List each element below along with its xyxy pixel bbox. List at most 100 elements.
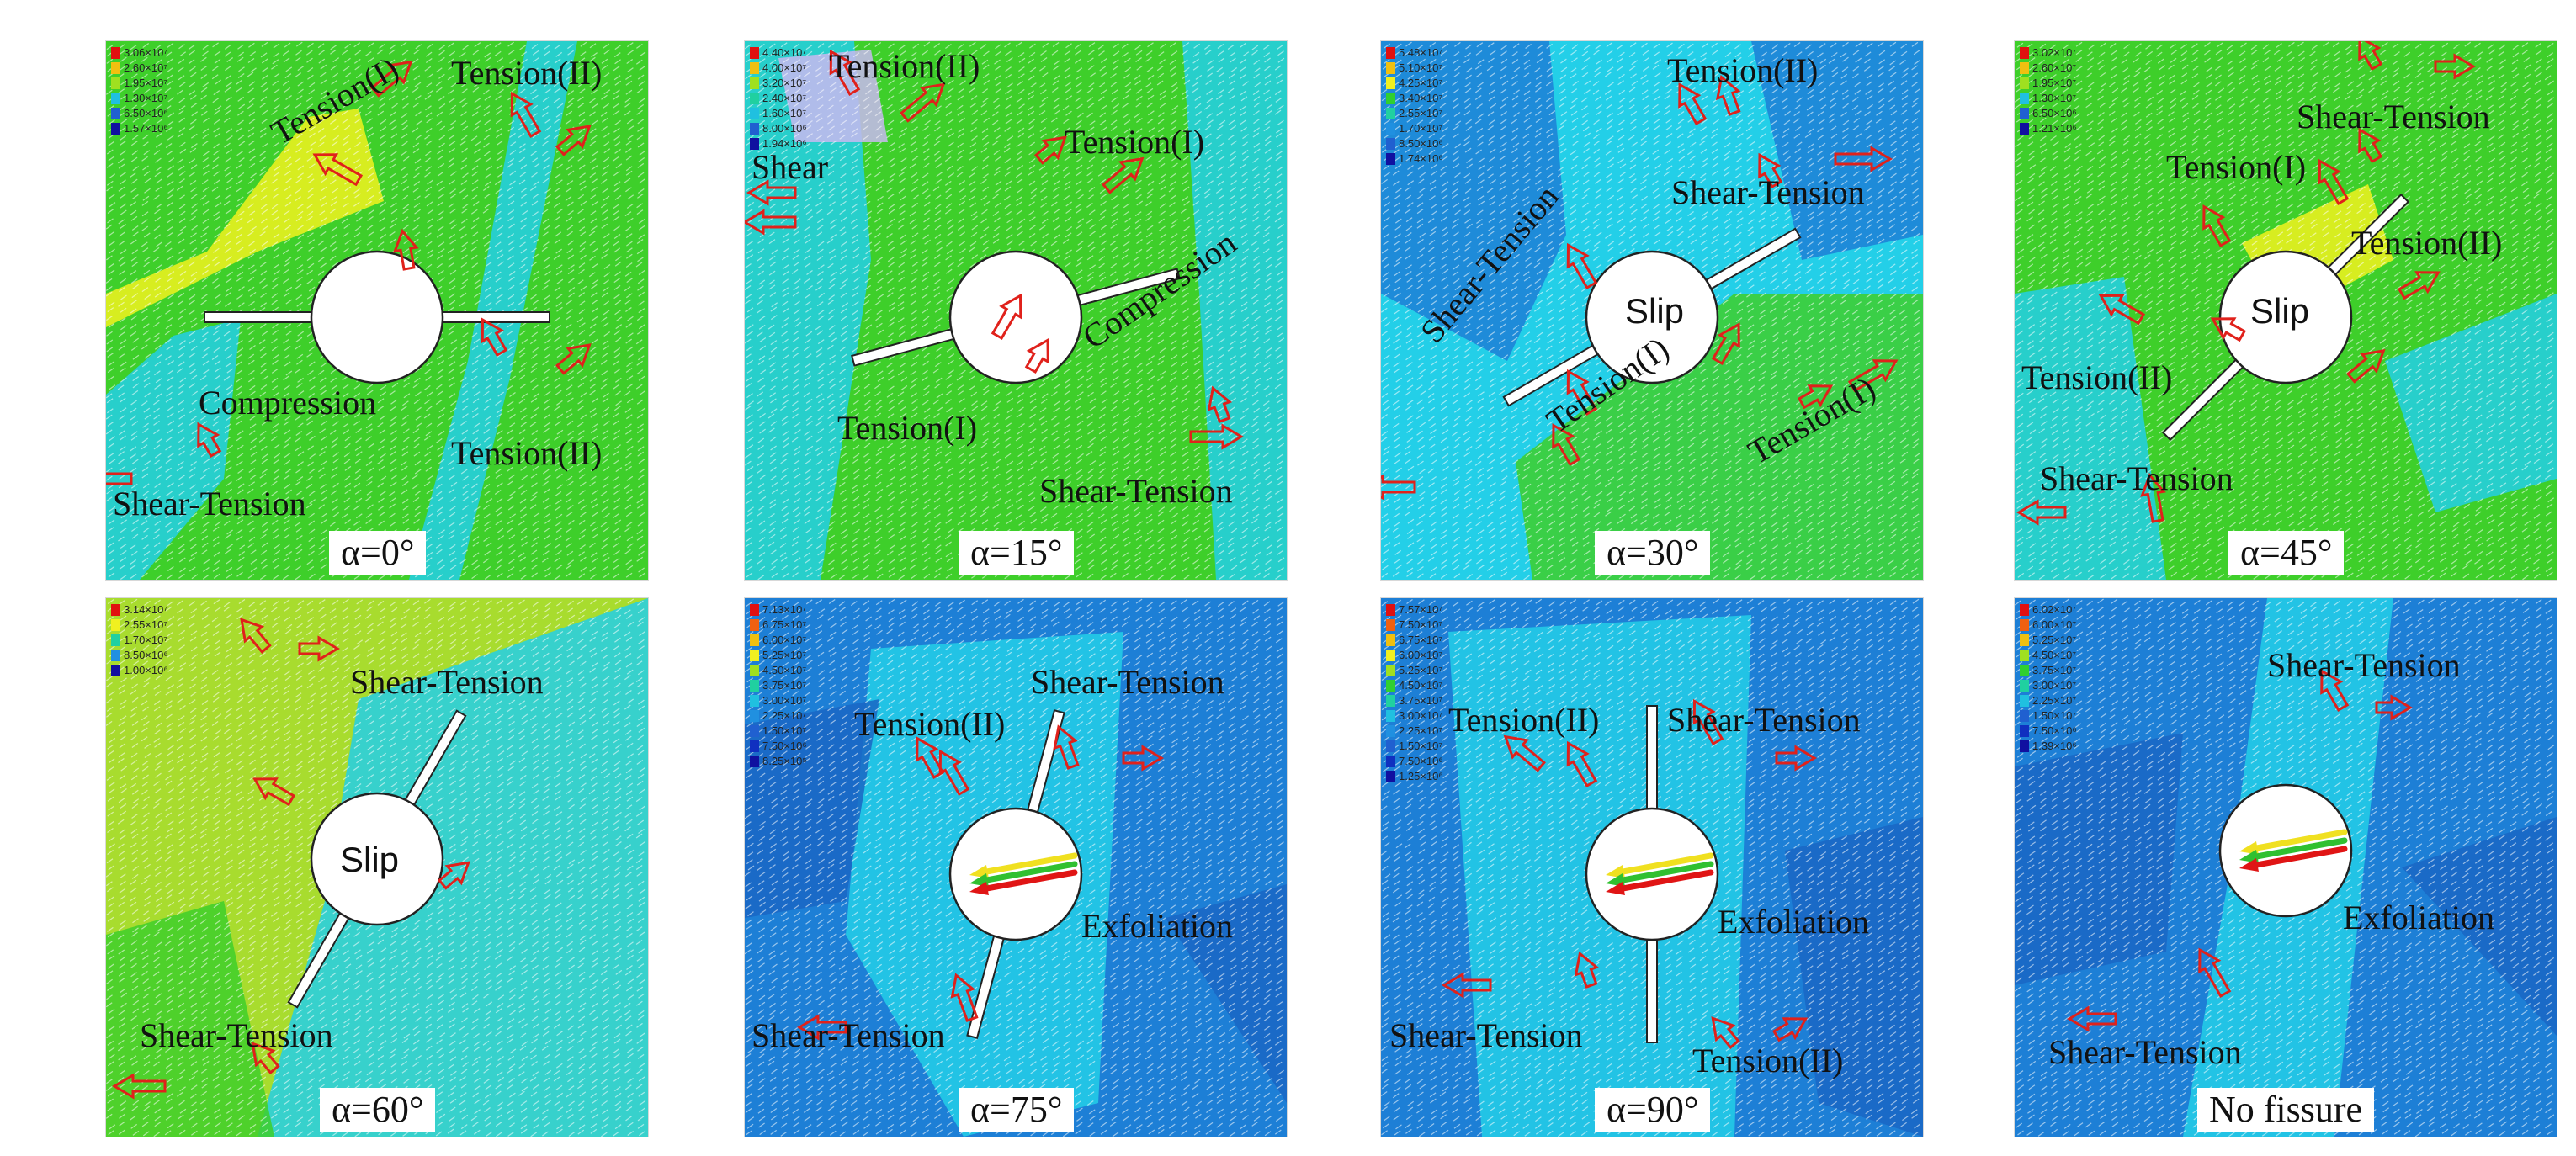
legend-entry: 5.48×10⁷ [1386,46,1443,60]
mechanism-label: Exfoliation [1718,903,1869,941]
legend-entry: 1.39×10⁶ [2020,740,2077,753]
legend-swatch [1386,740,1395,752]
legend-entry: 1.60×10⁷ [750,107,807,120]
stress-direction-arrow [950,973,979,1022]
stress-field-panel-p5: 7.13×10⁷ 6.75×10⁷ 6.00×10⁷ 5.25×10⁷ 4.50×10⁷… [744,597,1288,1137]
stress-direction-arrow [555,343,592,375]
legend-value: 2.55×10⁷ [1399,107,1443,119]
legend-entry: 1.94×10⁶ [750,137,807,151]
color-scale-legend: 4.40×10⁷ 4.00×10⁷ 3.20×10⁷ 2.40×10⁷ 1.60×10⁷… [750,46,807,151]
borehole [948,250,1083,384]
stress-direction-arrow [370,60,413,98]
legend-swatch [750,93,759,104]
legend-value: 7.50×10⁶ [762,740,807,752]
stress-direction-arrow [1847,359,1899,393]
stress-direction-arrow [1834,146,1893,172]
legend-entry: 1.30×10⁷ [111,92,168,105]
legend-swatch [111,62,120,74]
mechanism-label: Shear [752,148,829,186]
stress-direction-arrow [1381,474,1416,501]
mechanism-label: Tension(II) [451,54,603,92]
legend-entry: 7.13×10⁷ [750,603,807,617]
mechanism-label: Tension(I) [2166,148,2307,186]
color-scale-legend: 6.02×10⁷ 6.00×10⁷ 5.25×10⁷ 4.50×10⁷ 3.75×10⁷… [2020,603,2077,753]
mechanism-label: Tension(II) [854,705,1006,743]
legend-entry: 5.25×10⁷ [750,649,807,662]
stress-direction-arrow [312,153,364,187]
stress-direction-arrow [106,472,133,485]
legend-swatch [1386,77,1395,89]
mechanism-label: Shear-Tension [113,485,306,522]
stress-zone [409,41,577,580]
legend-entry: 6.75×10⁷ [1386,634,1443,647]
stress-direction-arrow [2067,1005,2117,1032]
legend-value: 3.40×10⁷ [1399,92,1443,104]
legend-value: 2.25×10⁷ [2032,694,2077,707]
stress-direction-arrow [1053,724,1080,770]
borehole [1585,250,1719,384]
stress-direction-arrow [1503,734,1546,772]
stress-field-panel-p6: 7.57×10⁷ 7.50×10⁷ 6.75×10⁷ 6.00×10⁷ 5.25×10⁷… [1380,597,1924,1137]
stress-direction-arrow [745,209,797,236]
legend-value: 3.75×10⁷ [762,679,807,692]
legend-swatch [750,756,759,767]
mechanism-label: Exfoliation [1081,907,1233,945]
legend-value: 1.30×10⁷ [2032,92,2077,104]
legend-swatch [1386,725,1395,737]
legend-value: 8.00×10⁶ [762,122,807,135]
legend-entry: 6.00×10⁷ [750,634,807,647]
legend-value: 6.00×10⁷ [762,634,807,646]
legend-entry: 4.00×10⁷ [750,61,807,75]
legend-swatch [1386,47,1395,59]
legend-entry: 6.50×10⁶ [2020,107,2077,120]
legend-value: 1.95×10⁷ [124,77,168,89]
panel-caption: α=75° [959,1088,1075,1132]
legend-entry: 8.50×10⁶ [111,649,168,662]
vector-texture [2015,598,2555,1137]
legend-value: 3.75×10⁷ [2032,664,2077,676]
legend-swatch [750,108,759,119]
legend-value: 7.50×10⁶ [2032,724,2077,737]
legend-swatch [2020,650,2029,661]
legend-swatch [1386,634,1395,646]
mechanism-label: Shear-Tension [350,663,544,701]
legend-swatch [2020,108,2029,119]
stress-direction-arrow [1797,384,1834,410]
vector-texture [1381,41,1921,580]
stress-zone [1381,41,1566,361]
legend-swatch [2020,710,2029,722]
panel-caption: No fissure [2197,1088,2375,1132]
legend-swatch [1386,619,1395,631]
stress-direction-arrow [1442,972,1492,999]
legend-swatch [1386,756,1395,767]
mechanism-label: Tension(II) [1692,1042,1844,1079]
legend-entry: 3.02×10⁷ [2020,46,2077,60]
legend-value: 5.25×10⁷ [762,649,807,661]
legend-swatch [750,710,759,722]
stress-direction-arrow [2358,127,2383,164]
legend-entry: 6.50×10⁶ [111,107,168,120]
legend-swatch [2020,725,2029,737]
legend-swatch [1386,665,1395,676]
legend-entry: 1.25×10⁶ [1386,770,1443,783]
stress-direction-arrow [2397,271,2441,300]
exfoliation-vectors [969,852,1078,895]
legend-value: 7.50×10⁷ [1399,618,1443,631]
legend-swatch [750,695,759,707]
legend-swatch [1386,771,1395,782]
legend-swatch [111,77,120,89]
legend-value: 4.50×10⁷ [2032,649,2077,661]
legend-value: 4.00×10⁷ [762,61,807,74]
stress-zone [106,109,384,327]
legend-value: 1.70×10⁷ [124,634,168,646]
legend-swatch [1386,604,1395,616]
legend-swatch [2020,619,2029,631]
legend-value: 1.25×10⁶ [1399,770,1443,782]
legend-value: 2.60×10⁷ [124,61,168,74]
mechanism-label: Tension(I) [837,409,978,447]
stress-zone [1182,41,1287,580]
stress-direction-arrow [1102,156,1145,194]
mechanism-label: Shear-Tension [1389,1016,1583,1054]
legend-value: 3.00×10⁷ [2032,679,2077,692]
legend-value: 1.30×10⁷ [124,92,168,104]
